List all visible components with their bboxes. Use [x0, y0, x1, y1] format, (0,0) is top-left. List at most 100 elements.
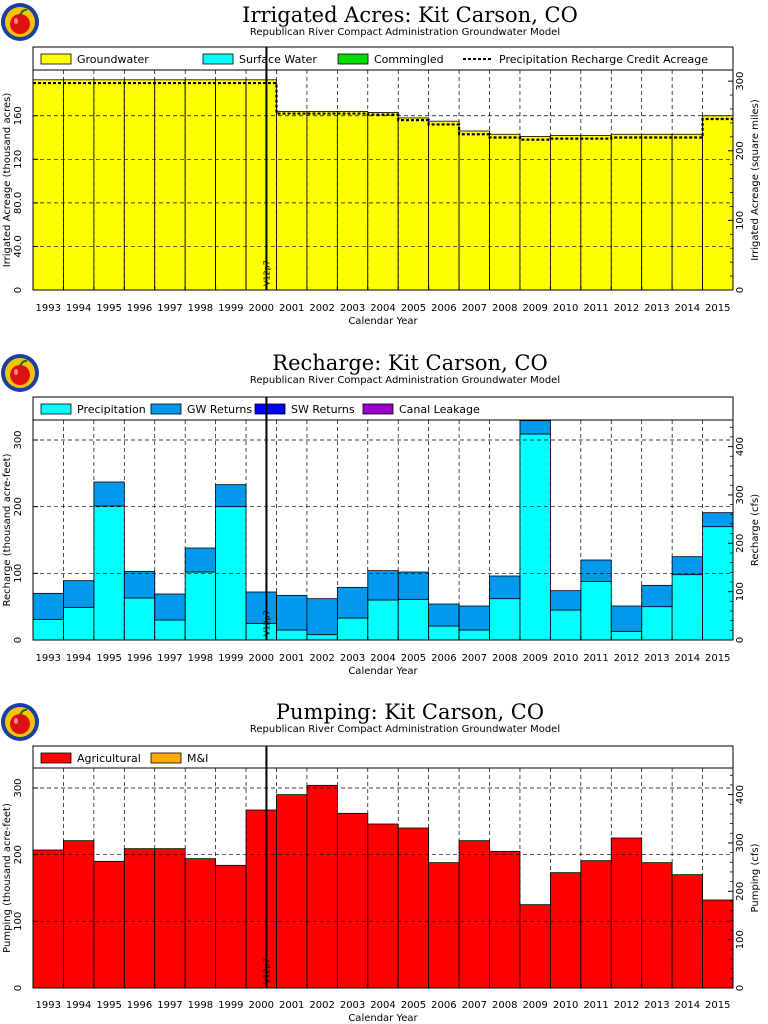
x-axis-title: Calendar Year	[348, 666, 418, 677]
xtick-label-1993: 1993	[35, 653, 60, 664]
bar-agricultural-2009	[519, 904, 551, 989]
bar-agricultural-1994	[63, 840, 95, 989]
bar-gw-returns-1997	[154, 593, 186, 621]
xtick-label-2006: 2006	[431, 303, 456, 314]
bar-gw-returns-2010	[549, 590, 582, 611]
bar-groundwater-1993	[32, 79, 64, 291]
bar-precipitation-2013	[641, 606, 673, 641]
chart-title: Irrigated Acres: Kit Carson, CO	[242, 3, 578, 27]
bar-gw-returns-1996	[123, 570, 156, 599]
bar-precipitation-1994	[63, 606, 95, 641]
bar-precipitation-2006	[428, 625, 460, 641]
bar-precipitation-1996	[123, 597, 156, 641]
xtick-label-2010: 2010	[553, 1000, 578, 1011]
y2tick-label: 400	[735, 437, 746, 456]
bar-groundwater-1994	[63, 79, 95, 291]
bar-gw-returns-2003	[336, 586, 369, 619]
apple-icon	[10, 14, 30, 34]
bar-groundwater-2008	[489, 133, 521, 291]
apple-icon	[10, 714, 30, 734]
xtick-label-2002: 2002	[309, 303, 334, 314]
bar-groundwater-2001	[276, 110, 308, 291]
bar-gw-returns-2007	[458, 605, 490, 631]
xtick-label-1994: 1994	[66, 303, 91, 314]
plot-frame	[32, 46, 734, 291]
xtick-label-2002: 2002	[309, 1000, 334, 1011]
bar-agricultural-1993	[32, 849, 64, 989]
legend-swatch-canal-leakage	[362, 403, 394, 415]
y2tick-label: 300	[735, 833, 746, 852]
bar-groundwater-2000	[245, 79, 277, 291]
bar-agricultural-2004	[367, 823, 399, 989]
bar-groundwater-2005	[397, 117, 430, 291]
xtick-label-2004: 2004	[370, 303, 395, 314]
xtick-label-2014: 2014	[675, 303, 700, 314]
xtick-label-2003: 2003	[340, 303, 365, 314]
bar-groundwater-1996	[123, 79, 156, 291]
bar-agricultural-2002	[306, 784, 338, 989]
xtick-label-1998: 1998	[188, 1000, 213, 1011]
bar-groundwater-2014	[671, 133, 703, 291]
legend-swatch-m-i	[150, 752, 182, 764]
legend-label-precipitation-recharge-credit: Precipitation Recharge Credit Acreage	[499, 53, 708, 66]
bar-agricultural-2012	[610, 837, 643, 989]
apple-shine-icon	[14, 18, 18, 24]
ytick-label: 100	[13, 564, 24, 583]
xtick-label-2015: 2015	[705, 303, 730, 314]
plot-frame	[32, 745, 734, 989]
xtick-label-2011: 2011	[583, 1000, 608, 1011]
bar-agricultural-1997	[154, 848, 186, 989]
xtick-label-2002: 2002	[309, 653, 334, 664]
xtick-label-2001: 2001	[279, 303, 304, 314]
legend-swatch-gw-returns	[150, 403, 182, 415]
x-axis-title: Calendar Year	[348, 1013, 418, 1024]
bar-agricultural-2010	[549, 872, 582, 989]
legend-label-precipitation: Precipitation	[77, 403, 146, 416]
bar-groundwater-2003	[336, 110, 369, 291]
ytick-label: 200	[13, 497, 24, 516]
y2tick-label: 0	[735, 637, 746, 643]
xtick-label-1997: 1997	[157, 653, 182, 664]
bar-agricultural-1999	[215, 864, 247, 989]
xtick-label-2013: 2013	[644, 653, 669, 664]
xtick-label-2001: 2001	[279, 1000, 304, 1011]
ytick-label: 100	[13, 912, 24, 931]
y2tick-label: 400	[735, 785, 746, 804]
y2tick-label: 100	[735, 211, 746, 230]
bar-gw-returns-2012	[610, 605, 643, 632]
legend-label-groundwater: Groundwater	[77, 53, 149, 66]
bar-precipitation-2011	[580, 580, 612, 641]
legend-label-sw-returns: SW Returns	[291, 403, 355, 416]
bar-groundwater-2012	[610, 133, 643, 291]
xtick-label-2013: 2013	[644, 303, 669, 314]
xtick-label-1994: 1994	[66, 653, 91, 664]
ytick-label: 0	[13, 287, 24, 293]
xtick-label-2008: 2008	[492, 1000, 517, 1011]
bar-gw-returns-2006	[428, 603, 460, 627]
bar-gw-returns-1999	[215, 484, 247, 508]
bar-agricultural-2007	[458, 840, 490, 989]
xtick-label-2011: 2011	[583, 653, 608, 664]
bar-groundwater-1998	[184, 79, 217, 291]
ytick-label: 120	[13, 150, 24, 169]
bar-gw-returns-2014	[671, 556, 703, 576]
bar-agricultural-1995	[93, 860, 125, 989]
bar-precipitation-2001	[276, 629, 308, 641]
bar-agricultural-2013	[641, 862, 673, 989]
bar-precipitation-2000	[245, 622, 277, 641]
vline-label: V12p7	[262, 610, 271, 636]
ytick-label: 80.0	[13, 192, 24, 214]
bar-groundwater-1997	[154, 79, 186, 291]
legend-swatch-surface-water	[202, 53, 234, 65]
y2tick-label: 100	[735, 582, 746, 601]
legend-label-agricultural: Agricultural	[77, 752, 141, 765]
apple-icon	[10, 365, 30, 385]
bar-groundwater-2007	[458, 130, 490, 291]
bar-groundwater-2002	[306, 110, 338, 291]
apple-shine-icon	[14, 718, 18, 724]
bar-gw-returns-1998	[184, 547, 217, 573]
bar-precipitation-1993	[32, 618, 64, 641]
xtick-label-2004: 2004	[370, 1000, 395, 1011]
